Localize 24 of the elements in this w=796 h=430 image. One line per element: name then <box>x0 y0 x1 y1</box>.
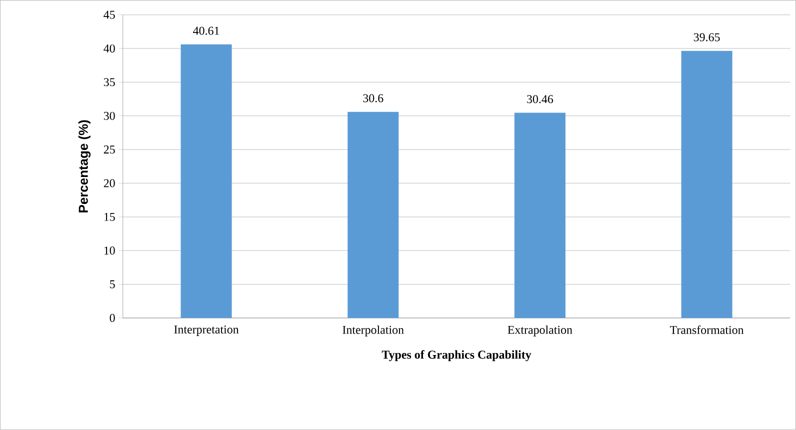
data-label: 40.61 <box>193 26 220 35</box>
y-tick-label: 5 <box>110 280 115 288</box>
y-tick-label: 40 <box>104 44 115 53</box>
y-tick-label: 30 <box>104 112 115 120</box>
y-tick-label: 25 <box>104 146 115 154</box>
x-tick-label: Extrapolation <box>508 326 572 336</box>
bar <box>348 112 399 318</box>
y-tick-label: 15 <box>104 212 115 221</box>
x-tick-label: Interpretation <box>174 326 239 336</box>
x-tick-label: Transformation <box>670 326 744 334</box>
y-tick-label: 45 <box>104 10 115 19</box>
y-tick-label: 35 <box>104 78 115 86</box>
bar <box>180 44 232 318</box>
x-tick-label: Interpolation <box>342 326 404 336</box>
data-label: 39.65 <box>694 33 720 42</box>
y-tick-label: 10 <box>104 246 115 255</box>
bar <box>514 112 566 318</box>
y-tick-label: 0 <box>110 314 115 322</box>
y-axis-title: Percentage (%) <box>78 120 91 212</box>
data-label: 30.6 <box>363 94 384 102</box>
x-axis-title: Types of Graphics Capability <box>382 350 532 362</box>
y-tick-label: 20 <box>104 179 115 188</box>
data-label: 30.46 <box>527 95 554 104</box>
bar <box>681 50 732 318</box>
